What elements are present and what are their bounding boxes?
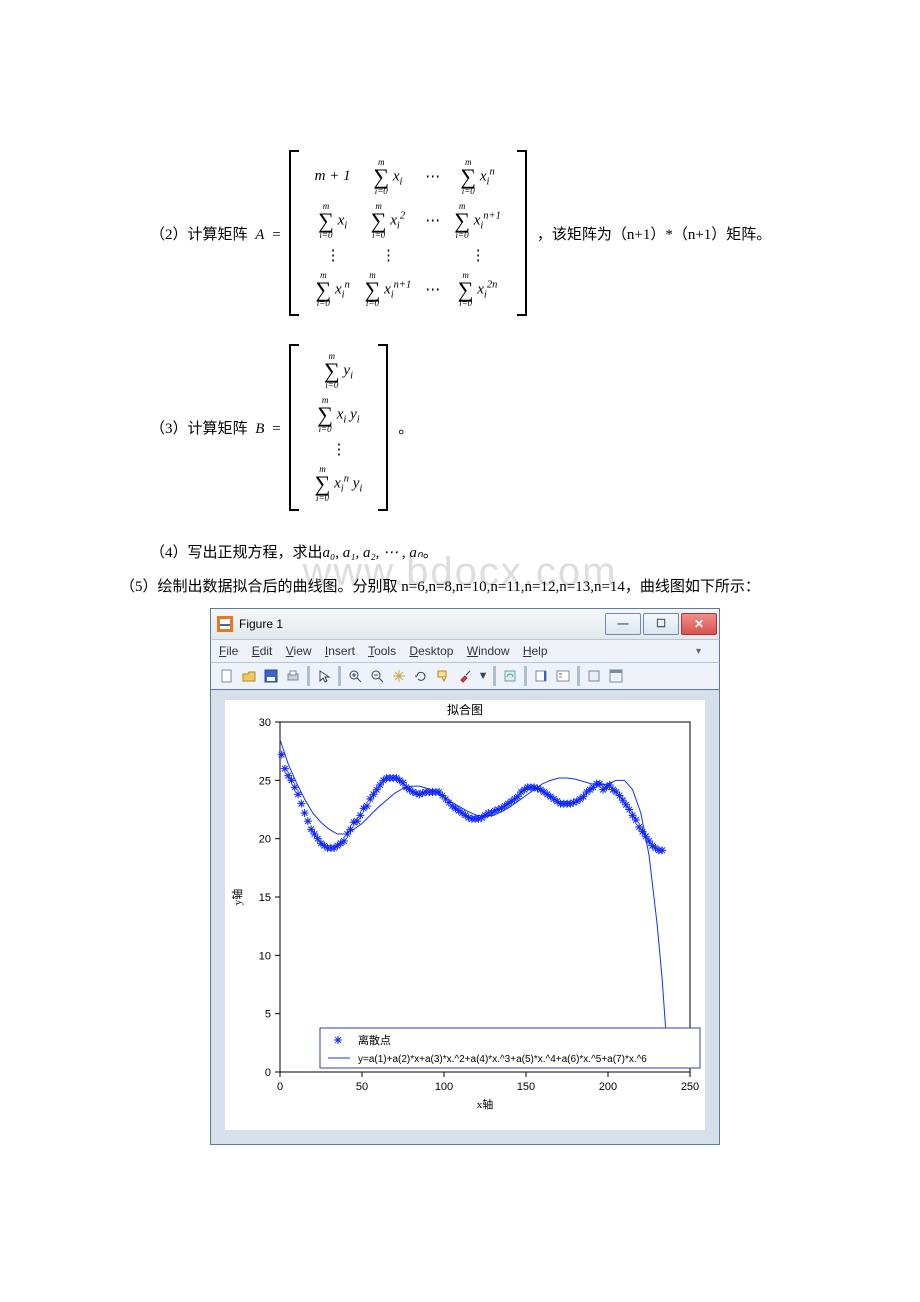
paragraph-5: （5）绘制出数据拟合后的曲线图。分别取 n=6,n=8,n=10,n=11,n=… [120, 573, 800, 602]
svg-text:拟合图: 拟合图 [447, 702, 483, 717]
matrix-A: m + 1 m∑i=0 xi ⋯ m∑i=0 xin m∑i=0 xi m∑i=… [289, 150, 527, 316]
figure-title: Figure 1 [239, 617, 605, 631]
link-dropdown-icon[interactable]: ▼ [477, 666, 489, 686]
menu-edit[interactable]: Edit [252, 644, 273, 658]
datatip-icon[interactable] [433, 666, 453, 686]
paragraph-4: （4）写出正规方程，求出a₀, a₁, a₂, ⋯ , aₙ。 [120, 539, 800, 568]
linkaxes-icon[interactable] [500, 666, 520, 686]
zoomout-icon[interactable] [367, 666, 387, 686]
figure-canvas: 拟合图 0 50 100 150 200 250 0 5 10 15 20 25 30 x轴 y轴离散点 y=a… [210, 690, 720, 1145]
eq3-var: B [255, 421, 264, 438]
brush-icon[interactable] [455, 666, 475, 686]
svg-text:250: 250 [681, 1081, 699, 1093]
svg-text:50: 50 [356, 1081, 368, 1093]
matlab-icon [217, 616, 233, 632]
menu-overflow-icon[interactable]: ▾ [696, 646, 701, 657]
legend-icon[interactable] [553, 666, 573, 686]
close-button[interactable]: ✕ [681, 613, 717, 635]
svg-text:20: 20 [259, 833, 271, 845]
para4-suffix: 。 [423, 545, 438, 561]
svg-text:10: 10 [259, 950, 271, 962]
para4-prefix: （4）写出正规方程，求出 [150, 545, 323, 561]
svg-text:离散点: 离散点 [358, 1033, 391, 1047]
svg-text:150: 150 [517, 1081, 535, 1093]
plot-area: 拟合图 0 50 100 150 200 250 0 5 10 15 20 25 30 x轴 y轴离散点 y=a… [225, 700, 705, 1130]
menu-window[interactable]: Window [467, 644, 510, 658]
new-icon[interactable] [217, 666, 237, 686]
maximize-button[interactable]: ☐ [643, 613, 679, 635]
open-icon[interactable] [239, 666, 259, 686]
figure-titlebar[interactable]: Figure 1 — ☐ ✕ [210, 608, 720, 639]
eq2-after: ，该矩阵为（n+1）*（n+1）矩阵。 [537, 223, 771, 244]
svg-text:25: 25 [259, 775, 271, 787]
zoomin-icon[interactable] [345, 666, 365, 686]
svg-text:0: 0 [277, 1081, 283, 1093]
svg-text:200: 200 [599, 1081, 617, 1093]
minimize-button[interactable]: — [605, 613, 641, 635]
svg-text:0: 0 [265, 1067, 271, 1079]
eq3-label-text: （3）计算矩阵 [150, 421, 248, 437]
menu-file[interactable]: File [219, 644, 238, 658]
svg-text:30: 30 [259, 717, 271, 729]
rotate-icon[interactable] [411, 666, 431, 686]
matrix-B: m∑i=0 yi m∑i=0 xi yi ⋮ m∑i=0 xin yi [289, 344, 389, 510]
menu-view[interactable]: View [286, 644, 312, 658]
equation-2: （2）计算矩阵 A = m + 1 m∑i=0 xi ⋯ m∑i=0 xin m… [120, 150, 800, 316]
eq2-label: （2）计算矩阵 A = [150, 223, 281, 244]
hide-icon[interactable] [584, 666, 604, 686]
figure-window: Figure 1 — ☐ ✕ File Edit View Insert Too… [210, 608, 720, 1145]
svg-text:y=a(1)+a(2)*x+a(3)*x.^2+a(4)*x: y=a(1)+a(2)*x+a(3)*x.^2+a(4)*x.^3+a(5)*x… [358, 1054, 647, 1065]
print-icon[interactable] [283, 666, 303, 686]
eq2-label-text: （2）计算矩阵 [150, 227, 248, 243]
pointer-icon[interactable] [314, 666, 334, 686]
svg-text:100: 100 [435, 1081, 453, 1093]
colorbar-icon[interactable] [531, 666, 551, 686]
svg-text:y轴: y轴 [230, 889, 244, 906]
menu-help[interactable]: Help [523, 644, 548, 658]
dock-icon[interactable] [606, 666, 626, 686]
eq3-label: （3）计算矩阵 B = [150, 417, 281, 438]
menu-desktop[interactable]: Desktop [409, 644, 453, 658]
svg-text:5: 5 [265, 1008, 271, 1020]
svg-text:15: 15 [259, 892, 271, 904]
svg-text:x轴: x轴 [477, 1097, 494, 1111]
eq2-var: A [255, 227, 264, 244]
plot-svg: 拟合图 0 50 100 150 200 250 0 5 10 15 20 25 30 x轴 y轴离散点 y=a… [225, 700, 705, 1130]
pan-icon[interactable] [389, 666, 409, 686]
save-icon[interactable] [261, 666, 281, 686]
menu-tools[interactable]: Tools [368, 644, 396, 658]
figure-menubar: File Edit View Insert Tools Desktop Wind… [210, 639, 720, 662]
figure-toolbar: ▼ [210, 662, 720, 690]
equation-3: （3）计算矩阵 B = m∑i=0 yi m∑i=0 xi yi ⋮ m∑i=0… [120, 344, 800, 510]
menu-insert[interactable]: Insert [325, 644, 355, 658]
eq3-after: 。 [398, 417, 413, 438]
para4-vars: a₀, a₁, a₂, ⋯ , aₙ [323, 545, 423, 561]
